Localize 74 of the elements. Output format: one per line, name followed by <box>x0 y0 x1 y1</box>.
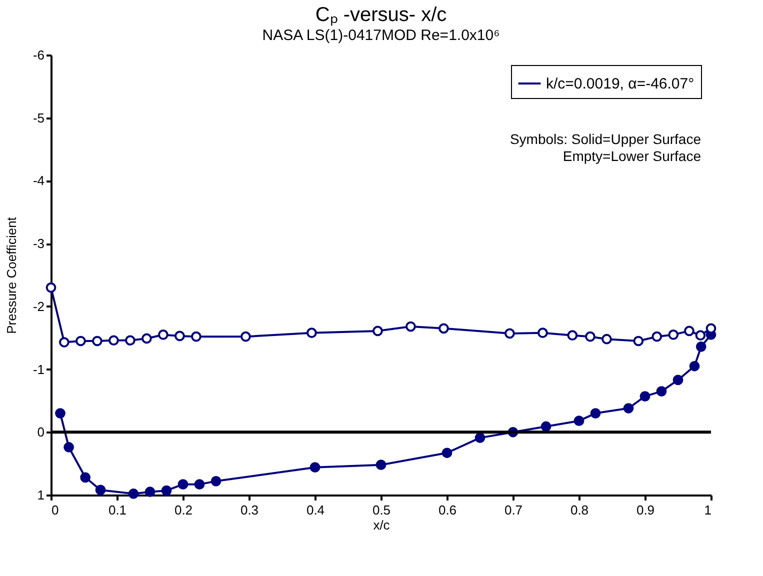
y-tick-label: -1 <box>32 362 44 377</box>
y-axis-title: Pressure Coefficient <box>4 216 19 334</box>
x-tick-label: 0.6 <box>438 502 457 518</box>
point <box>55 408 66 418</box>
point <box>158 330 168 340</box>
x-tick-label: 0.2 <box>174 502 193 518</box>
x-tick-label: 0.4 <box>306 502 325 518</box>
y-tick-label: 1 <box>37 488 44 502</box>
point <box>442 448 452 458</box>
x-tick-label: 1 <box>704 502 712 518</box>
point <box>108 335 119 346</box>
point <box>76 336 86 346</box>
point <box>438 323 449 334</box>
point <box>372 326 383 336</box>
chart-subtitle: NASA LS(1)-0417MOD Re=1.0x10⁶ <box>262 27 500 44</box>
point <box>161 485 172 496</box>
point <box>585 331 596 342</box>
point <box>59 337 70 348</box>
point <box>174 330 185 342</box>
x-axis-title: x/c <box>373 518 390 532</box>
point <box>128 488 139 499</box>
point <box>574 416 584 426</box>
point <box>142 333 152 344</box>
x-tick-label: 0.8 <box>570 502 589 518</box>
point <box>310 462 320 473</box>
point <box>640 391 650 402</box>
point <box>672 374 684 386</box>
point <box>689 360 700 372</box>
annotation: Symbols: Solid=Upper Surface <box>510 131 702 147</box>
point <box>376 460 386 470</box>
x-tick-label: 0.7 <box>504 502 523 518</box>
x-tick-label: 0.5 <box>372 502 391 518</box>
point <box>144 486 156 498</box>
point <box>210 476 222 486</box>
point <box>623 403 634 414</box>
point <box>194 479 205 490</box>
y-tick-label: -5 <box>32 110 44 126</box>
y-tick-label: -2 <box>32 298 44 314</box>
point <box>695 330 706 341</box>
x-tick-label: 0.3 <box>240 502 259 518</box>
point <box>684 326 694 336</box>
point <box>696 341 706 352</box>
point <box>504 328 515 339</box>
point <box>668 330 679 340</box>
point <box>656 386 667 396</box>
point <box>92 336 102 346</box>
chart-title: Cₚ -versus- x/c <box>315 4 447 26</box>
point <box>125 335 136 346</box>
point <box>46 282 56 293</box>
point <box>590 408 601 418</box>
legend-label: k/c=0.0019, α=-46.07° <box>546 76 694 92</box>
point <box>474 432 486 443</box>
point <box>80 472 91 483</box>
y-tick-label: -4 <box>32 173 44 188</box>
point <box>540 421 552 432</box>
point <box>178 479 188 490</box>
x-tick-label: 0 <box>52 502 59 518</box>
point <box>633 336 644 346</box>
y-tick-label: 0 <box>37 424 44 440</box>
x-tick-label: 0.9 <box>636 502 655 518</box>
point <box>240 331 251 342</box>
point <box>652 331 662 342</box>
point <box>602 334 612 344</box>
point <box>191 331 202 342</box>
point <box>306 328 317 338</box>
point <box>406 321 416 332</box>
y-tick-label: -6 <box>32 48 44 62</box>
annotation: Empty=Lower Surface <box>562 148 702 164</box>
point <box>95 484 106 496</box>
point <box>567 330 578 341</box>
point <box>538 328 548 338</box>
point <box>64 442 74 452</box>
x-tick-label: 0.1 <box>108 502 127 518</box>
y-tick-label: -3 <box>32 236 44 252</box>
